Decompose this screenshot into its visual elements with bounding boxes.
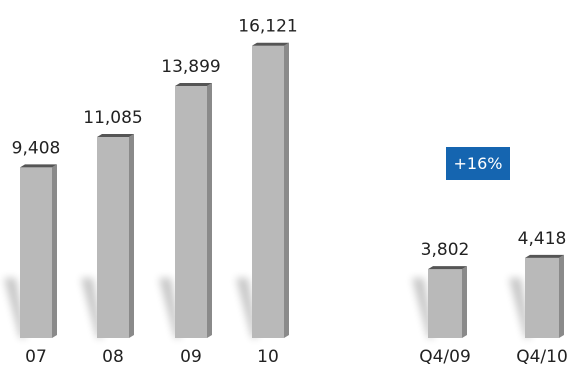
bar (20, 167, 52, 338)
category-label: 08 (102, 347, 124, 367)
bar-side (52, 164, 57, 338)
bar-side (462, 266, 467, 338)
bar-side (559, 254, 564, 338)
category-label: 09 (180, 347, 202, 367)
value-label: 13,899 (161, 57, 220, 77)
value-label: 11,085 (83, 108, 142, 128)
bar (97, 137, 129, 338)
value-label: 4,418 (518, 229, 567, 249)
bar (428, 269, 462, 338)
bar-top (525, 254, 564, 258)
category-label: Q4/10 (516, 347, 568, 367)
bar (175, 86, 207, 338)
category-label: Q4/09 (419, 347, 471, 367)
bar-side (129, 134, 134, 338)
value-label: 16,121 (238, 17, 297, 37)
bar-top (252, 42, 289, 46)
bar (252, 45, 284, 339)
annual-bar-group: 9,408 07 11,085 08 13,899 09 16,121 10 (4, 17, 298, 367)
bar-side (284, 42, 289, 339)
bar-side (207, 83, 212, 338)
value-label: 9,408 (12, 138, 61, 158)
bar-top (175, 83, 212, 87)
bar-top (97, 134, 134, 138)
bar (525, 257, 559, 338)
category-label: 10 (257, 347, 279, 367)
bar-top (428, 266, 467, 270)
growth-badge: +16% (446, 147, 510, 180)
value-label: 3,802 (421, 240, 470, 260)
category-label: 07 (25, 347, 47, 367)
bar-top (20, 164, 57, 168)
quarterly-bar-group: 3,802 Q4/09 4,418 Q4/10 (412, 229, 568, 367)
growth-badge-box (446, 147, 510, 180)
growth-badge-label: +16% (454, 154, 503, 173)
